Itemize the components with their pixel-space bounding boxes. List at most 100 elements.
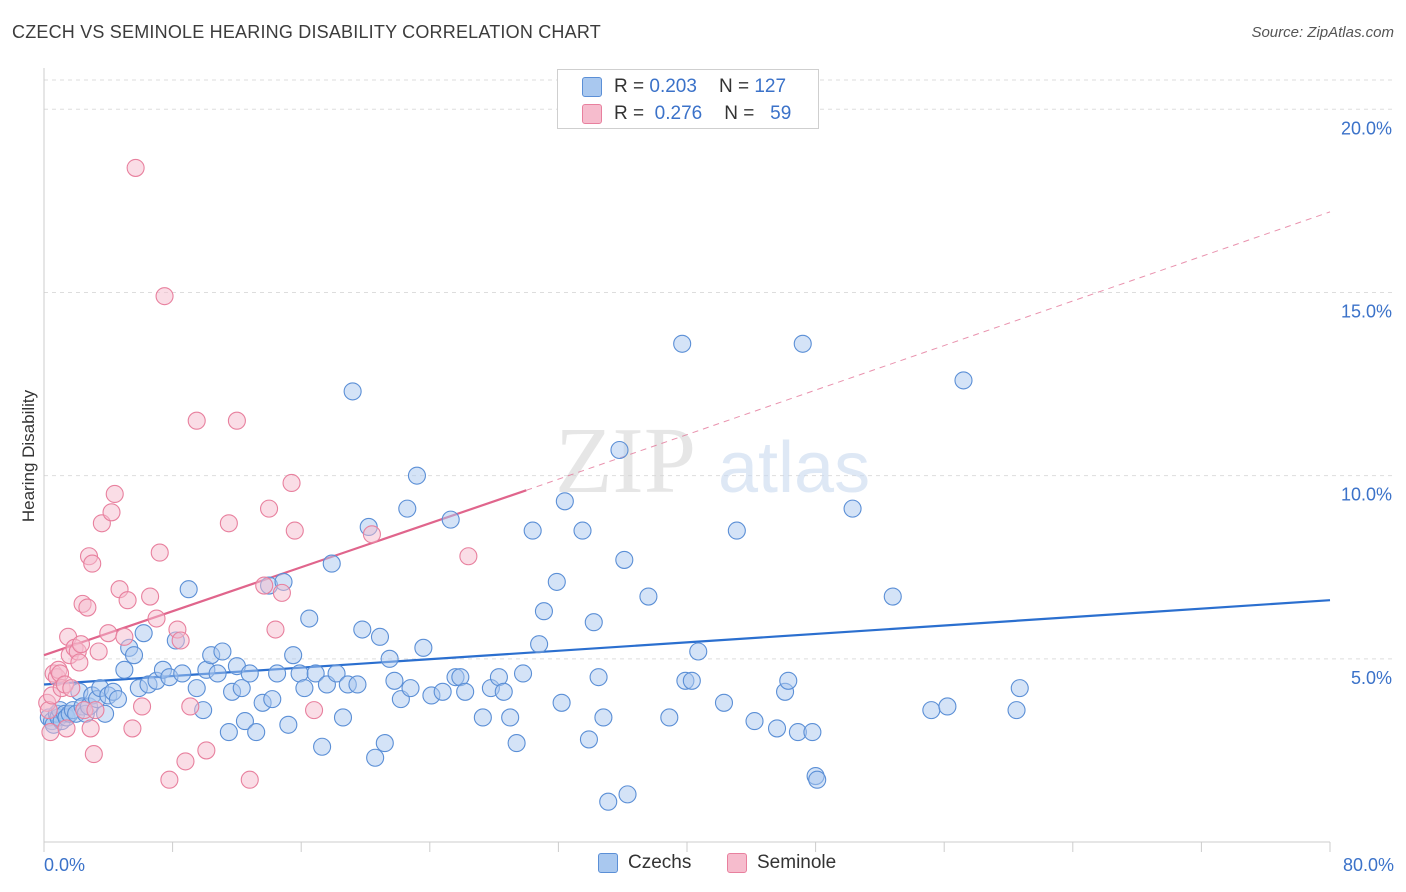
point-czechs [370,627,390,646]
point-czechs [179,580,198,599]
trend-line-czechs [43,599,1331,686]
point-seminole [102,503,121,522]
point-czechs [108,690,127,709]
point-seminole [62,679,81,698]
point-czechs [124,646,144,665]
point-seminole [176,752,195,771]
point-czechs [843,499,862,518]
legend-item-seminole[interactable]: Seminole [727,852,836,874]
point-czechs [494,682,513,701]
point-czechs [779,671,798,690]
point-czechs [513,664,533,683]
seminole-swatch [582,104,602,124]
stats-row-czechs: R = 0.203 N = 127 [582,75,786,99]
n-label: N = [724,103,755,124]
point-czechs [555,492,574,511]
point-seminole [57,719,76,738]
point-seminole [255,576,274,595]
y-axis-label: Hearing Disability [19,389,38,522]
point-seminole [272,583,291,602]
point-czechs [793,334,812,353]
point-czechs [954,371,973,390]
point-czechs [501,708,520,727]
point-czechs [366,748,385,767]
r-value: 0.276 [654,103,703,124]
point-czechs [573,521,592,540]
point-czechs [745,712,764,731]
y-tick-label: 15.0% [1341,301,1392,321]
tick-labels: 5.0% 10.0% 15.0% 20.0% 0.0% 80.0% [44,118,1394,875]
point-czechs [1010,679,1029,698]
watermark: ZIP atlas [555,409,870,513]
point-seminole [266,620,285,639]
point-seminole [155,287,174,306]
point-czechs [767,719,787,738]
point-seminole [133,697,152,716]
point-seminole [126,158,145,177]
point-czechs [523,521,542,540]
data-points [38,158,1029,811]
point-czechs [240,664,259,683]
point-czechs [552,693,571,712]
point-czechs [579,730,598,749]
point-seminole [197,741,216,760]
point-seminole [118,591,137,610]
r-value: 0.203 [649,76,697,97]
point-czechs [353,620,372,639]
point-czechs [398,499,417,518]
source-label: Source: ZipAtlas.com [1251,24,1394,41]
series-legend: Czechs Seminole [0,852,1406,878]
point-czechs [689,642,708,661]
point-czechs [401,679,420,698]
point-czechs [473,708,492,727]
point-seminole [181,697,200,716]
stats-row-seminole: R = 0.276 N = 59 [582,102,791,126]
point-czechs [268,664,287,683]
watermark-zip: ZIP [555,409,696,513]
stats-legend: R = 0.203 N = 127 R = 0.276 N = 59 [557,69,819,129]
y-tick-label: 10.0% [1341,485,1392,505]
point-seminole [187,411,206,430]
legend-item-czechs[interactable]: Czechs [598,852,691,874]
point-seminole [86,701,105,720]
point-czechs [134,624,153,643]
point-seminole [147,609,166,628]
point-czechs [247,723,266,742]
point-seminole [285,521,304,540]
point-czechs [327,664,346,683]
point-czechs [639,587,658,606]
point-czechs [322,554,341,573]
point-czechs [375,734,394,753]
point-czechs [594,708,613,727]
point-czechs [660,708,679,727]
legend-label-czechs: Czechs [628,852,692,873]
point-czechs [922,701,941,720]
point-seminole [362,525,381,544]
point-czechs [300,609,319,628]
point-seminole [123,719,142,738]
point-czechs [313,737,332,756]
point-czechs [610,440,629,460]
point-czechs [380,649,399,668]
point-czechs [208,664,227,683]
y-tick-label: 20.0% [1341,118,1392,138]
point-seminole [305,701,324,720]
point-czechs [433,682,452,701]
point-czechs [883,587,902,606]
point-seminole [39,701,58,720]
chart-title: CZECH VS SEMINOLE HEARING DISABILITY COR… [12,22,601,42]
point-czechs [284,646,303,665]
r-label: R = [614,76,645,97]
point-czechs [714,693,734,712]
point-czechs [673,334,692,353]
point-czechs [938,697,957,716]
point-seminole [150,543,169,562]
czechs-swatch [582,77,602,97]
point-czechs [618,785,637,804]
point-czechs [279,715,298,734]
point-seminole [160,770,179,789]
point-seminole [259,499,279,518]
czechs-swatch [598,853,618,873]
grid [44,79,1392,660]
legend-label-seminole: Seminole [757,852,837,873]
